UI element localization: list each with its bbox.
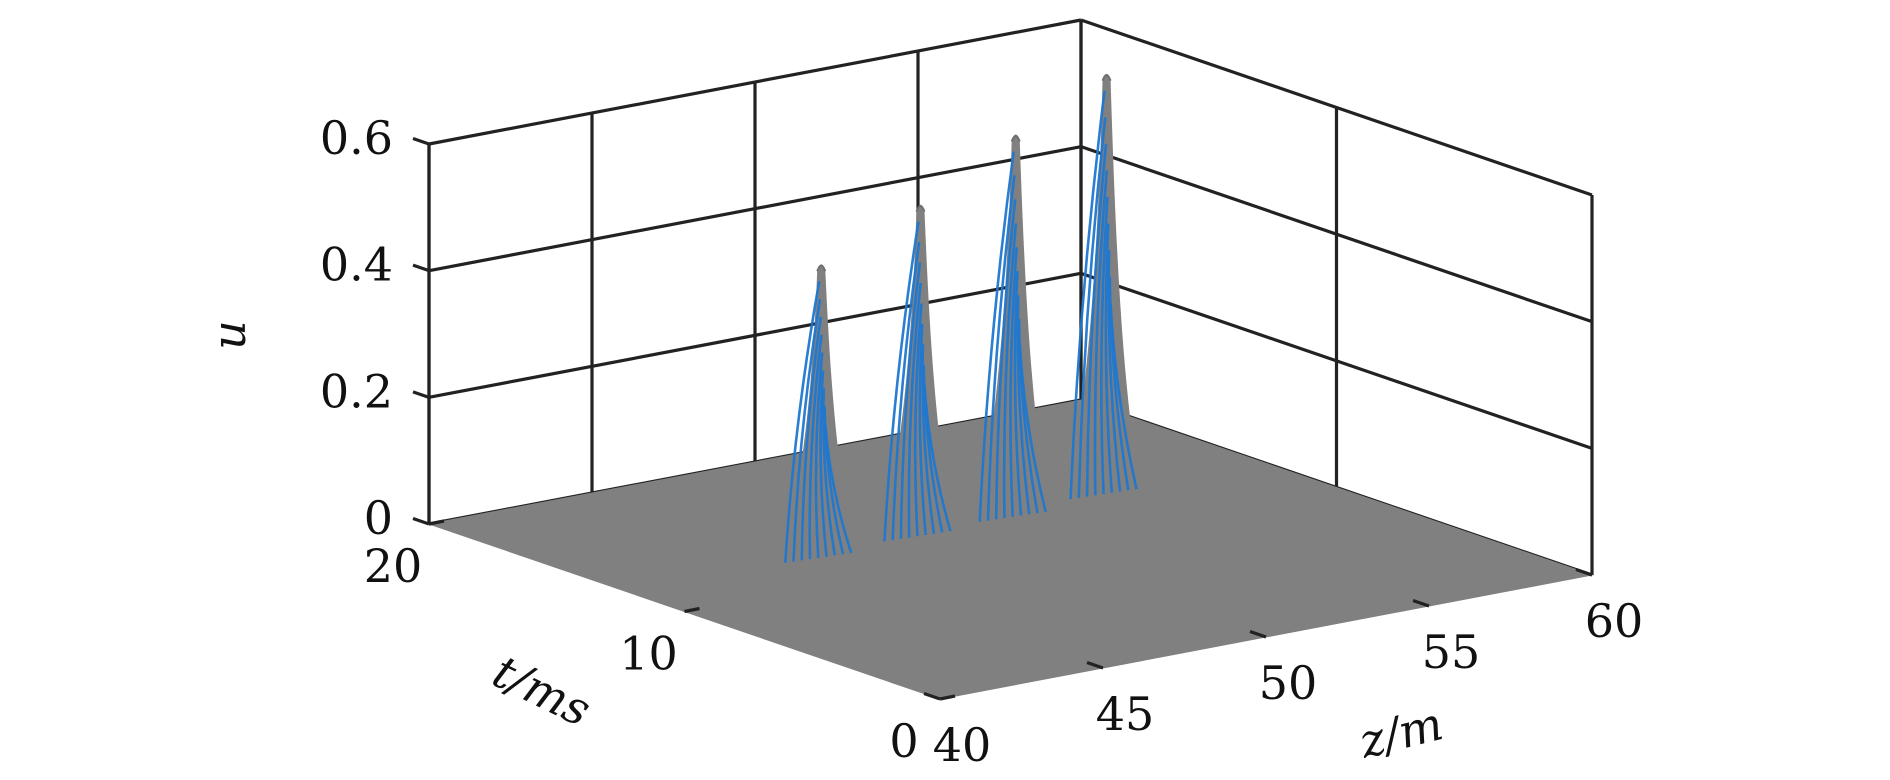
peak-stripe <box>1104 223 1114 493</box>
peak-stripe <box>823 406 845 555</box>
t-axis-label: t/ms <box>485 644 600 737</box>
z-tick-label-1: 45 <box>1096 687 1155 741</box>
peak-stripe <box>883 221 920 542</box>
peak-stripe <box>1009 247 1019 517</box>
peak-3 <box>973 134 1050 526</box>
peak-stripe <box>1002 223 1018 519</box>
peak-stripe <box>800 316 823 561</box>
z-tick-label-2: 50 <box>1259 656 1318 710</box>
peak-stripe <box>978 151 1015 522</box>
u-axis-label: u <box>202 320 256 350</box>
t-tick-1 <box>684 606 700 614</box>
surface-peaks <box>779 73 1141 567</box>
peak-tip <box>915 205 926 212</box>
peak-stripe <box>1100 196 1109 495</box>
axes-walls <box>427 18 1594 577</box>
peak-stripe <box>1085 143 1108 497</box>
z-tick-0 <box>923 691 941 701</box>
peak-stripe <box>823 423 853 554</box>
peak-stripe <box>1069 90 1106 500</box>
peak-stripe <box>994 199 1017 520</box>
z-tick-2 <box>1249 629 1267 639</box>
peak-stripe <box>899 262 922 539</box>
peak-2 <box>878 204 955 546</box>
peak-stripe <box>819 370 828 557</box>
u-tick-0 <box>412 516 430 526</box>
t-tick-label-0: 0 <box>889 714 918 768</box>
peak-stripe <box>891 241 921 541</box>
peak-stripe <box>1093 170 1109 496</box>
t-tick-2 <box>428 519 445 526</box>
z-axis-label: z/m <box>1353 696 1448 769</box>
peak-stripe <box>907 282 923 538</box>
peak-tip <box>1101 74 1112 82</box>
u-tick-1 <box>412 390 430 399</box>
z-tick-3 <box>1412 598 1430 608</box>
peak-stripe <box>792 298 822 562</box>
u-tick-label-3: 0.6 <box>320 111 393 165</box>
z-tick-label-3: 55 <box>1422 625 1481 679</box>
surface-base <box>427 399 1594 700</box>
peak-stripe <box>922 364 944 533</box>
z-tick-label-4: 60 <box>1585 594 1644 648</box>
peak-stripe <box>1077 117 1107 498</box>
u-tick-2 <box>412 263 430 273</box>
peak-tip <box>816 264 827 272</box>
peak-stripe <box>814 352 824 558</box>
u-tick-3 <box>412 136 430 146</box>
z-tick-4 <box>1575 567 1593 577</box>
t-tick-label-2: 20 <box>364 539 423 593</box>
peak-stripe <box>918 323 928 536</box>
peak-4 <box>1064 73 1141 504</box>
u-tick-label-2: 0.4 <box>320 238 393 292</box>
peak-stripe <box>1108 276 1130 491</box>
t-tick-label-1: 10 <box>619 627 678 681</box>
peak-stripe <box>1018 342 1047 513</box>
peak-tip <box>1010 134 1021 142</box>
u-tick-label-0: 0 <box>364 491 393 545</box>
peak-stripe <box>1013 271 1023 516</box>
peak-stripe <box>808 334 823 560</box>
u-tick-label-1: 0.2 <box>320 364 393 418</box>
z-tick-label-0: 40 <box>933 718 992 772</box>
z-tick-1 <box>1086 660 1104 670</box>
peak-1 <box>779 264 856 567</box>
t-tick-0 <box>939 694 956 701</box>
peak-stripe <box>913 303 923 537</box>
peak-stripe <box>783 280 821 563</box>
peak-stripe <box>1017 319 1039 514</box>
surface-floor <box>427 399 1594 700</box>
peak-stripe <box>986 175 1016 521</box>
peak-stripe <box>923 385 952 532</box>
peak-stripe <box>1109 303 1138 490</box>
axis-ticks <box>412 136 1593 701</box>
